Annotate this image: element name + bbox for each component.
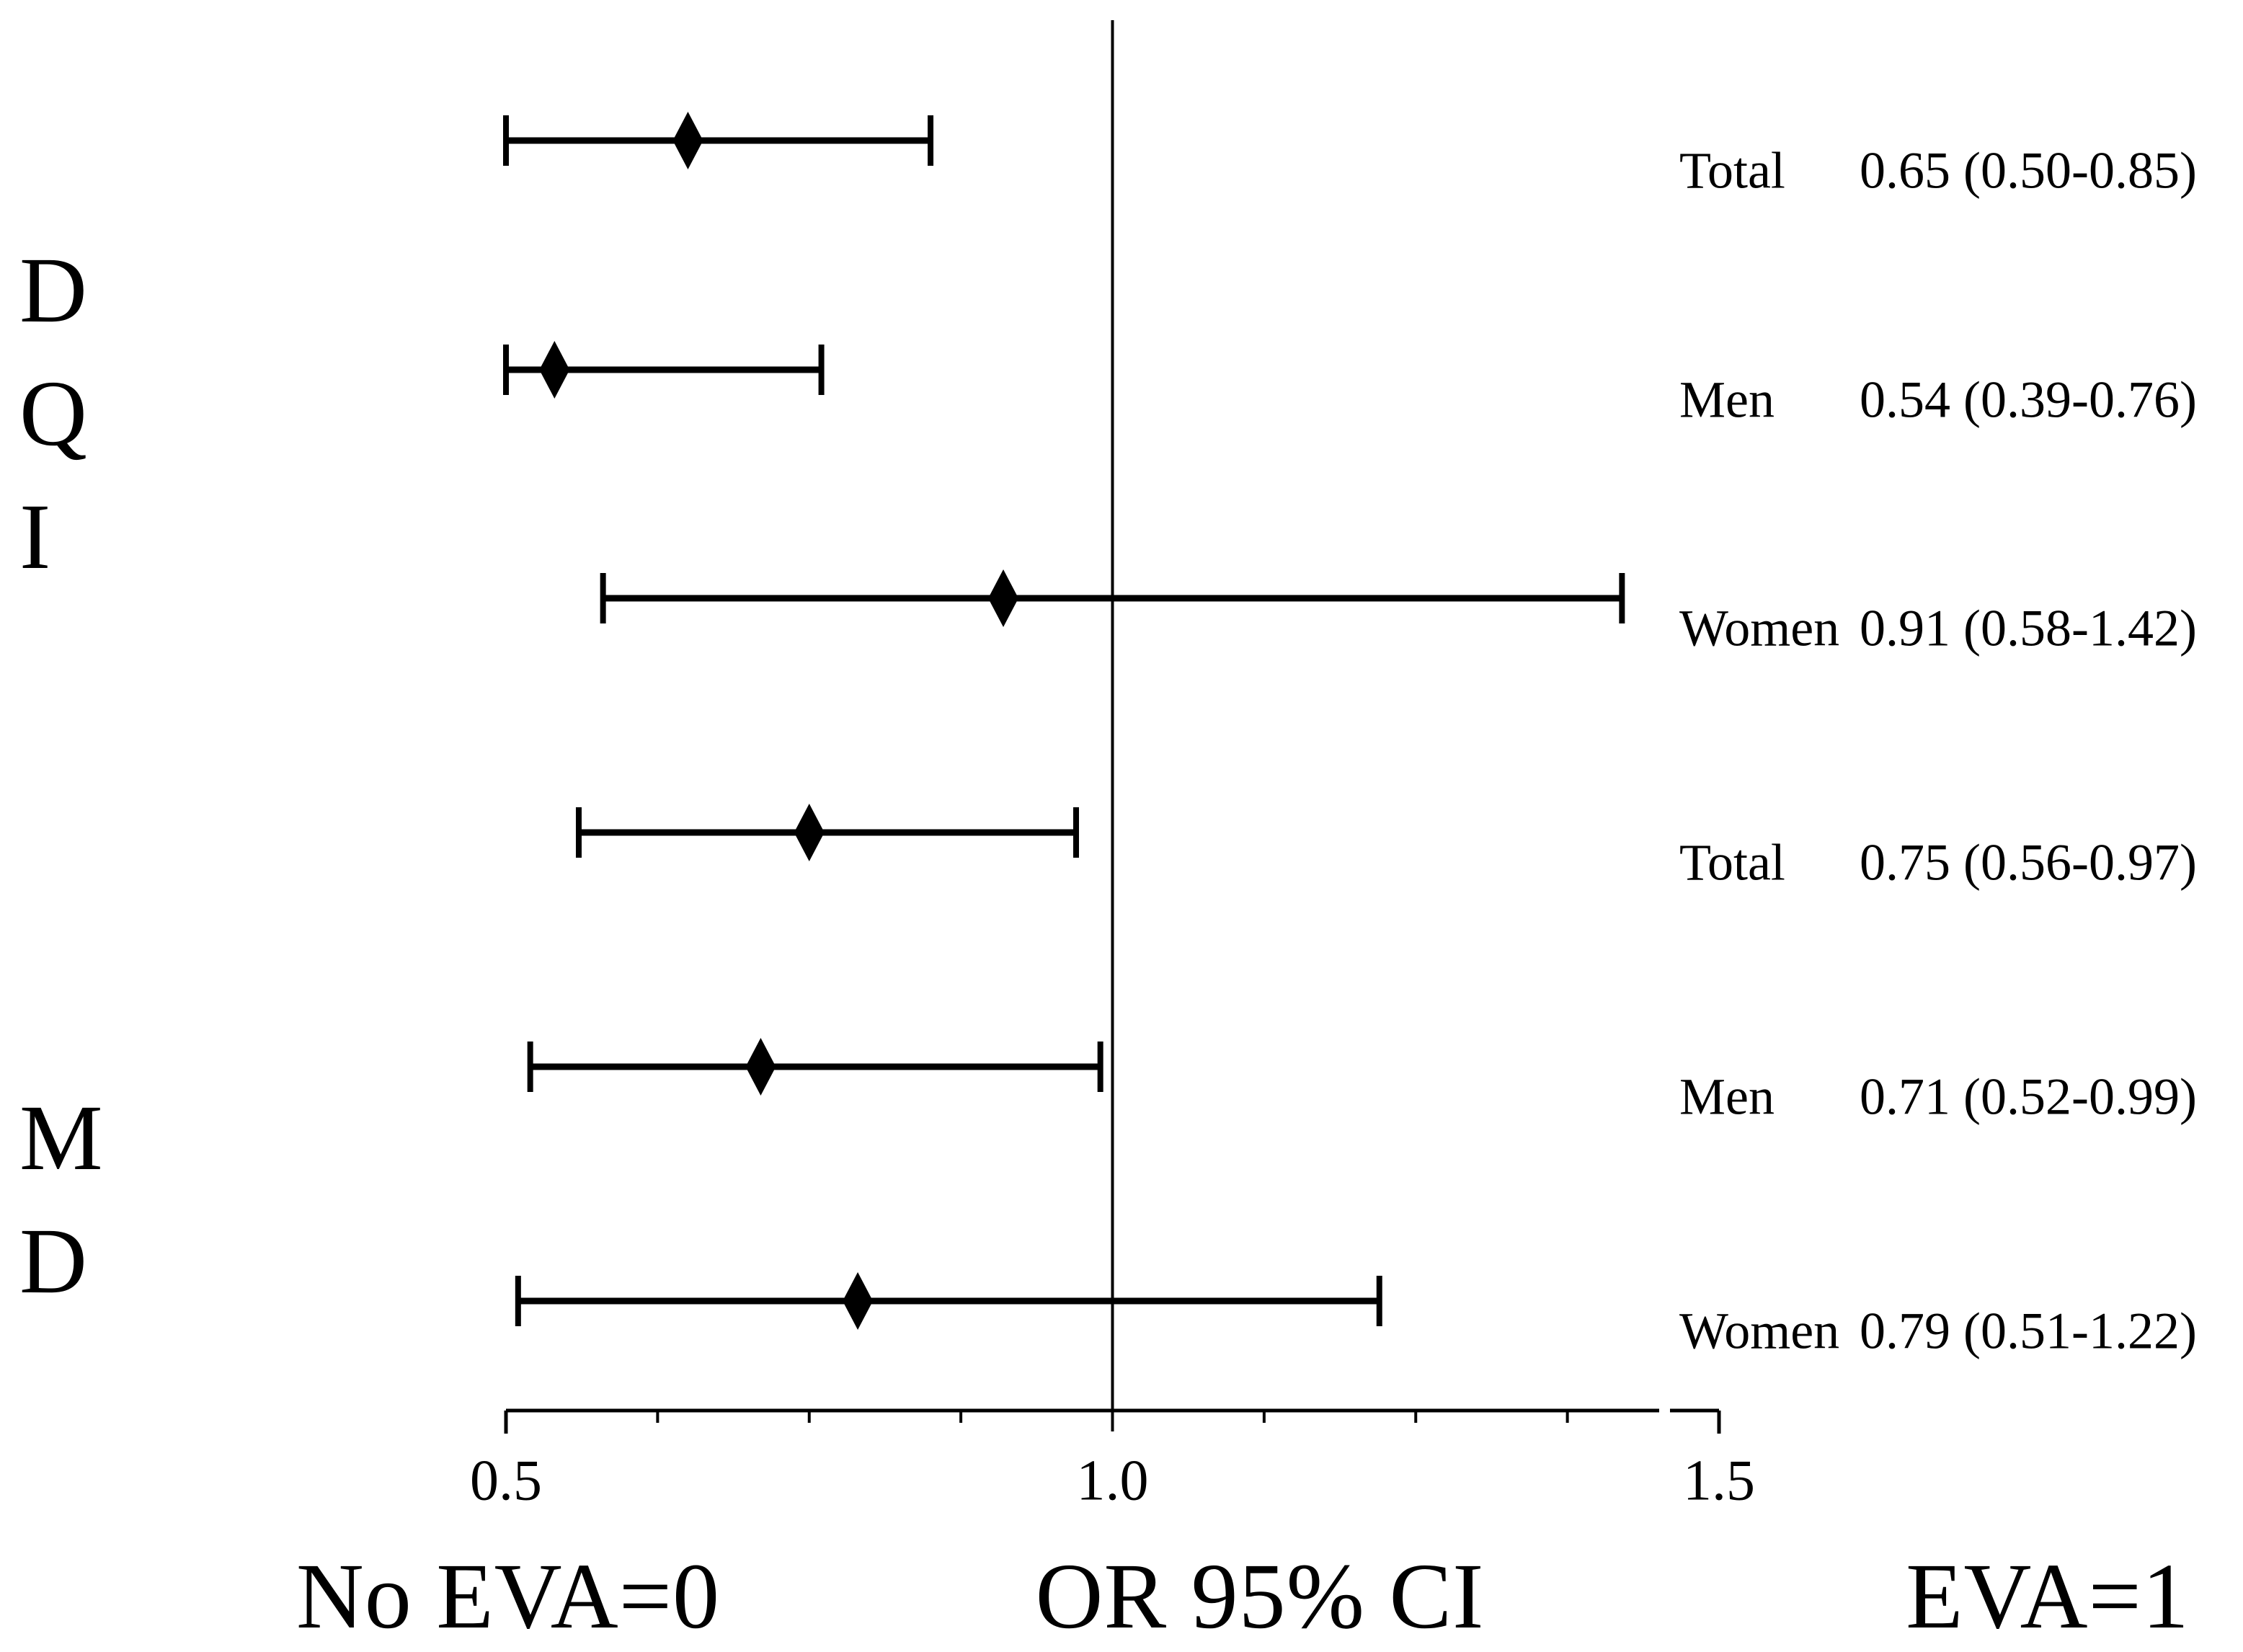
footer-center-label: OR 95% CI [1035, 1545, 1485, 1648]
or-diamond [745, 1038, 776, 1096]
group-label-letter: D [19, 239, 89, 342]
row-or-ci-value: 0.75 (0.56-0.97) [1860, 833, 2197, 892]
row-name: Total [1679, 833, 1785, 892]
footer-right-label: EVA=1 [1906, 1545, 2190, 1648]
row-or-ci-value: 0.91 (0.58-1.42) [1860, 599, 2197, 657]
row-label-dqi-men: Men 0.54 (0.39-0.76) [1679, 370, 2197, 430]
row-name: Men [1679, 1067, 1775, 1126]
row-label-md-women: Women 0.79 (0.51-1.22) [1679, 1302, 2197, 1362]
group-label-letter: Q [19, 362, 89, 466]
group-label-letter: M [19, 1086, 105, 1190]
or-diamond [988, 569, 1019, 627]
row-label-dqi-women: Women 0.91 (0.58-1.42) [1679, 599, 2197, 659]
or-diamond [843, 1272, 874, 1330]
row-label-md-total: Total 0.75 (0.56-0.97) [1679, 833, 2197, 893]
or-diamond [794, 804, 825, 861]
x-tick-label-1.5: 1.5 [1683, 1449, 1755, 1513]
row-or-ci-value: 0.79 (0.51-1.22) [1860, 1302, 2197, 1360]
group-label-letter: I [19, 485, 53, 589]
row-name: Women [1679, 1302, 1840, 1360]
row-name: Women [1679, 599, 1840, 657]
group-label-letter: D [19, 1209, 89, 1313]
or-diamond [539, 341, 570, 399]
or-diamond [672, 112, 703, 169]
x-tick-label-1.0: 1.0 [1076, 1449, 1149, 1513]
x-tick-label-0.5: 0.5 [470, 1449, 542, 1513]
row-or-ci-value: 0.65 (0.50-0.85) [1860, 141, 2197, 200]
row-label-md-men: Men 0.71 (0.52-0.99) [1679, 1067, 2197, 1127]
row-name: Men [1679, 370, 1775, 429]
row-or-ci-value: 0.71 (0.52-0.99) [1860, 1067, 2197, 1126]
footer-left-label: No EVA=0 [296, 1545, 721, 1648]
row-or-ci-value: 0.54 (0.39-0.76) [1860, 370, 2197, 429]
row-label-dqi-total: Total 0.65 (0.50-0.85) [1679, 141, 2197, 201]
row-name: Total [1679, 141, 1785, 200]
